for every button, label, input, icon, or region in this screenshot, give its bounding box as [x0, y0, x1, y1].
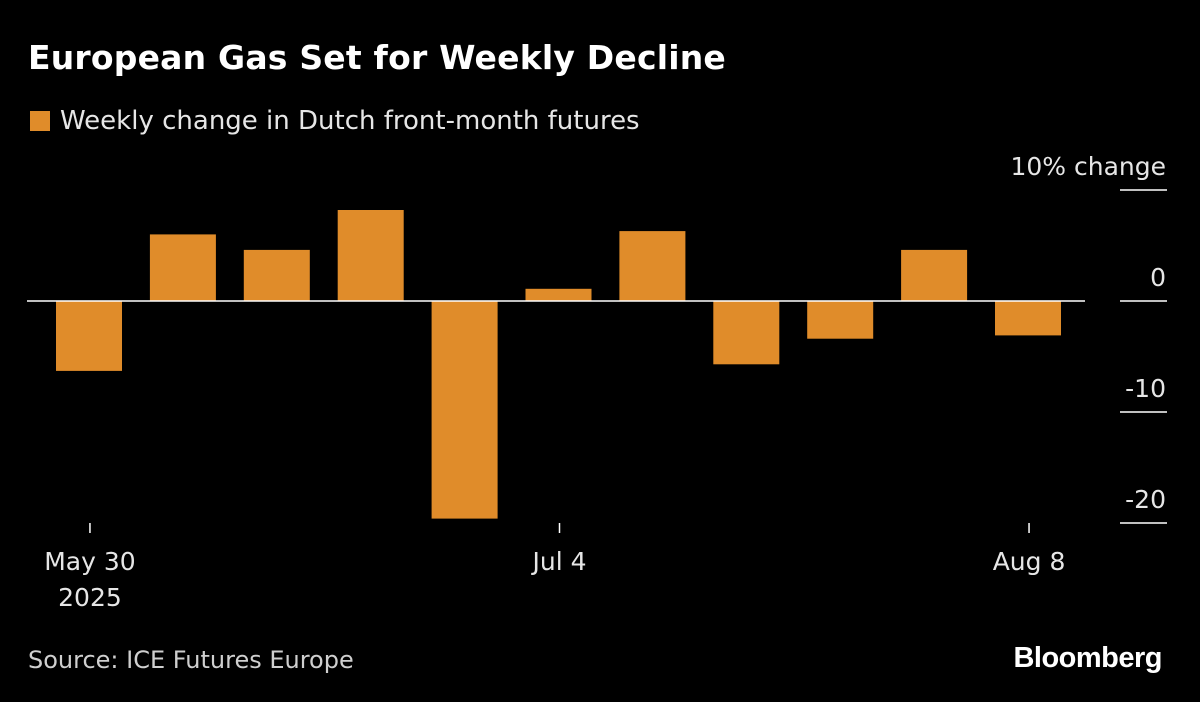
bar	[995, 301, 1061, 336]
y-tick-label: -20	[1125, 485, 1166, 514]
x-tick-label: Jul 4	[530, 547, 586, 576]
chart-title: European Gas Set for Weekly Decline	[28, 38, 727, 77]
bar	[619, 231, 686, 301]
bloomberg-logo: Bloomberg	[1013, 642, 1162, 674]
bar	[525, 288, 592, 301]
bar	[807, 301, 874, 339]
bar	[56, 301, 122, 371]
x-tick-label: Aug 8	[993, 547, 1066, 576]
legend-swatch	[30, 111, 50, 131]
bar	[901, 249, 968, 301]
legend: Weekly change in Dutch front-month futur…	[30, 104, 640, 138]
bar-chart: 10% change 0 -10 -20 May 30 2025 Jul 4 Aug 8	[27, 152, 1167, 612]
bar	[243, 249, 310, 301]
source-note: Source: ICE Futures Europe	[28, 646, 354, 674]
y-tick-label: 0	[1150, 263, 1166, 292]
x-tick-year-label: 2025	[58, 583, 122, 612]
bar	[713, 301, 780, 365]
y-tick-label: -10	[1125, 374, 1166, 403]
y-axis: 10% change 0 -10 -20	[1010, 152, 1167, 524]
y-tick-label: 10% change	[1010, 152, 1166, 181]
bar	[337, 210, 404, 301]
x-axis: May 30 2025 Jul 4 Aug 8	[44, 523, 1065, 612]
legend-label: Weekly change in Dutch front-month futur…	[60, 106, 640, 136]
x-tick-label: May 30	[44, 547, 135, 576]
bar	[149, 234, 216, 301]
bar	[431, 301, 498, 519]
bars-group	[56, 210, 1061, 519]
